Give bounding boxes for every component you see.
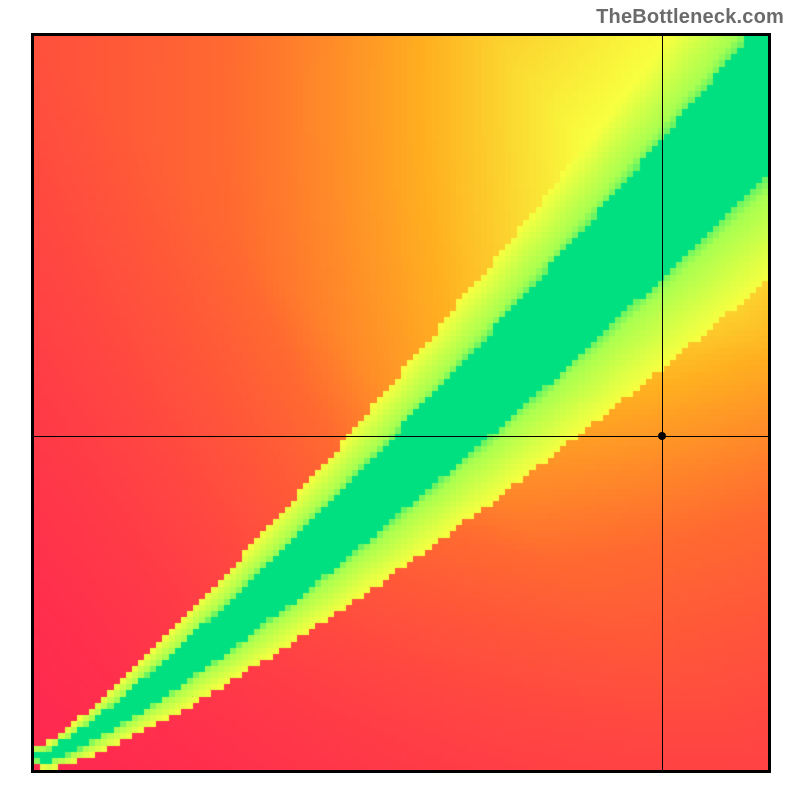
plot-frame (31, 33, 771, 773)
heatmap-canvas (34, 36, 768, 770)
crosshair-vertical (662, 36, 663, 770)
chart-container: TheBottleneck.com (0, 0, 800, 800)
crosshair-marker (658, 432, 666, 440)
watermark-text: TheBottleneck.com (596, 6, 784, 29)
